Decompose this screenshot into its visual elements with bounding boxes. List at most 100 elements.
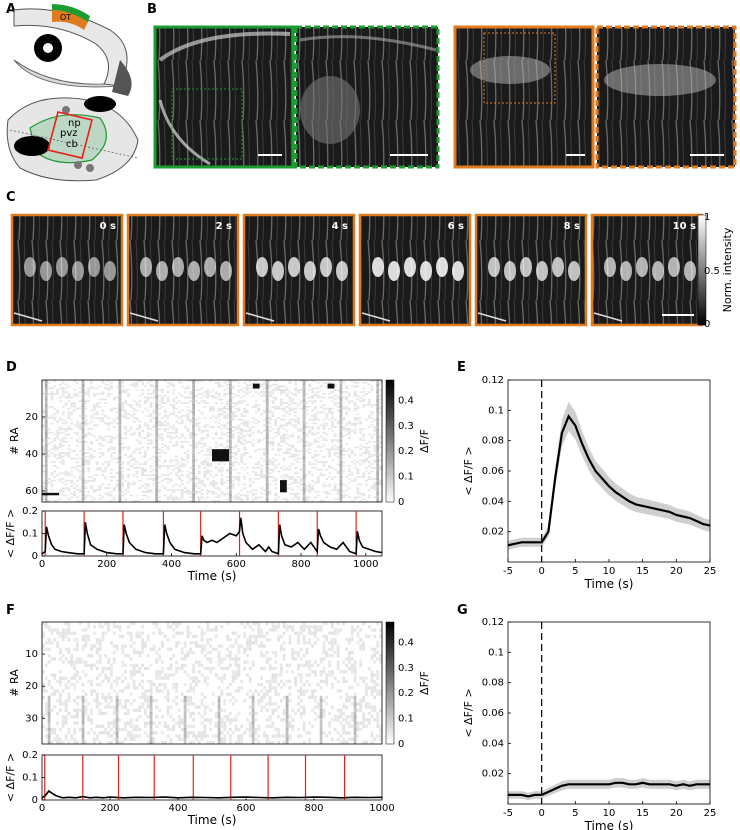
heatmap-cell (229, 497, 232, 499)
heatmap-cell (178, 400, 181, 402)
heatmap-cell (204, 402, 207, 404)
heatmap-cell (328, 450, 331, 452)
heatmap-cell (53, 456, 56, 458)
heatmap-cell (303, 491, 306, 493)
heatmap-cell (51, 485, 54, 487)
heatmap-cell (170, 738, 173, 741)
heatmap-cell (260, 628, 263, 631)
heatmap-cell (87, 622, 90, 625)
heatmap-cell (340, 482, 343, 484)
heatmap-cell (229, 476, 232, 478)
heatmap-cell (280, 439, 283, 441)
heatmap-cell (215, 722, 218, 725)
heatmap-cell (70, 471, 73, 473)
heatmap-cell (308, 397, 311, 399)
heatmap-cell (136, 718, 139, 721)
heatmap-cell (164, 686, 167, 689)
frame-blob (172, 257, 184, 277)
xtick-label: 0 (538, 566, 544, 577)
heatmap-cell (68, 386, 71, 388)
heatmap-cell (150, 478, 153, 480)
heatmap-cell (306, 498, 309, 500)
heatmap-cell (340, 497, 343, 499)
heatmap-cell (260, 641, 263, 644)
heatmap-cell (42, 426, 45, 428)
heatmap-cell (59, 651, 62, 654)
heatmap-cell (147, 484, 150, 486)
heatmap-cell (348, 478, 351, 480)
heatmap-cell (48, 443, 51, 445)
heatmap-cell (206, 677, 209, 680)
heatmap-cell (167, 638, 170, 641)
heatmap-cell (158, 436, 161, 438)
heatmap-cell (325, 417, 328, 419)
heatmap-cell (48, 432, 51, 434)
heatmap-cell (150, 715, 153, 718)
heatmap-cell (238, 476, 241, 478)
heatmap-cell (48, 382, 51, 384)
heatmap-cell (331, 673, 334, 676)
heatmap-cell (226, 432, 229, 434)
heatmap-cell (243, 454, 246, 456)
heatmap-cell (130, 645, 133, 648)
heatmap-cell (141, 447, 144, 449)
heatmap-cell (297, 437, 300, 439)
heatmap-cell (337, 389, 340, 391)
heatmap-cell (351, 423, 354, 425)
heatmap-cell (379, 406, 382, 408)
heatmap-cell (76, 461, 79, 463)
heatmap-cell (376, 645, 379, 648)
heatmap-cell (147, 415, 150, 417)
heatmap-cell (379, 738, 382, 741)
heatmap-cell (277, 406, 280, 408)
heatmap-cell (206, 625, 209, 628)
heatmap-cell (221, 722, 224, 725)
heatmap-cell (340, 487, 343, 489)
heatmap-cell (82, 404, 85, 406)
heatmap-cell (221, 402, 224, 404)
heatmap-cell (45, 443, 48, 445)
heatmap-cell (130, 622, 133, 625)
heatmap-cell (96, 404, 99, 406)
heatmap-cell (119, 635, 122, 638)
heatmap-cell (374, 686, 377, 689)
heatmap-cell (110, 441, 113, 443)
heatmap-cell (136, 471, 139, 473)
heatmap-cell (235, 454, 238, 456)
heatmap-cell (127, 417, 130, 419)
heatmap-cell (204, 463, 207, 465)
heatmap-cell (76, 434, 79, 436)
heatmap-cell (76, 709, 79, 712)
heatmap-cell (87, 718, 90, 721)
heatmap-cell (311, 395, 314, 397)
heatmap-cell (317, 445, 320, 447)
heatmap-cell (121, 635, 124, 638)
heatmap-cell (328, 485, 331, 487)
heatmap-cell (110, 476, 113, 478)
heatmap-cell (51, 406, 54, 408)
heatmap-cell (277, 463, 280, 465)
heatmap-cell (255, 728, 258, 731)
heatmap-cell (260, 709, 263, 712)
heatmap-cell (379, 382, 382, 384)
heatmap-cell (260, 651, 263, 654)
heatmap-cell (195, 395, 198, 397)
heatmap-cell (189, 391, 192, 393)
heatmap-cell (51, 397, 54, 399)
heatmap-cell (62, 460, 65, 462)
heatmap-cell (45, 411, 48, 413)
heatmap-cell (374, 673, 377, 676)
heatmap-cell (272, 391, 275, 393)
heatmap-cell (291, 493, 294, 495)
heatmap-cell (260, 472, 263, 474)
heatmap-cell (226, 404, 229, 406)
heatmap-cell (286, 467, 289, 469)
heatmap-cell (167, 728, 170, 731)
heatmap-cell (229, 411, 232, 413)
heatmap-cell (104, 673, 107, 676)
heatmap-cell (53, 461, 56, 463)
heatmap-cell (147, 680, 150, 683)
heatmap-cell (340, 498, 343, 500)
heatmap-cell (376, 437, 379, 439)
heatmap-cell (62, 677, 65, 680)
